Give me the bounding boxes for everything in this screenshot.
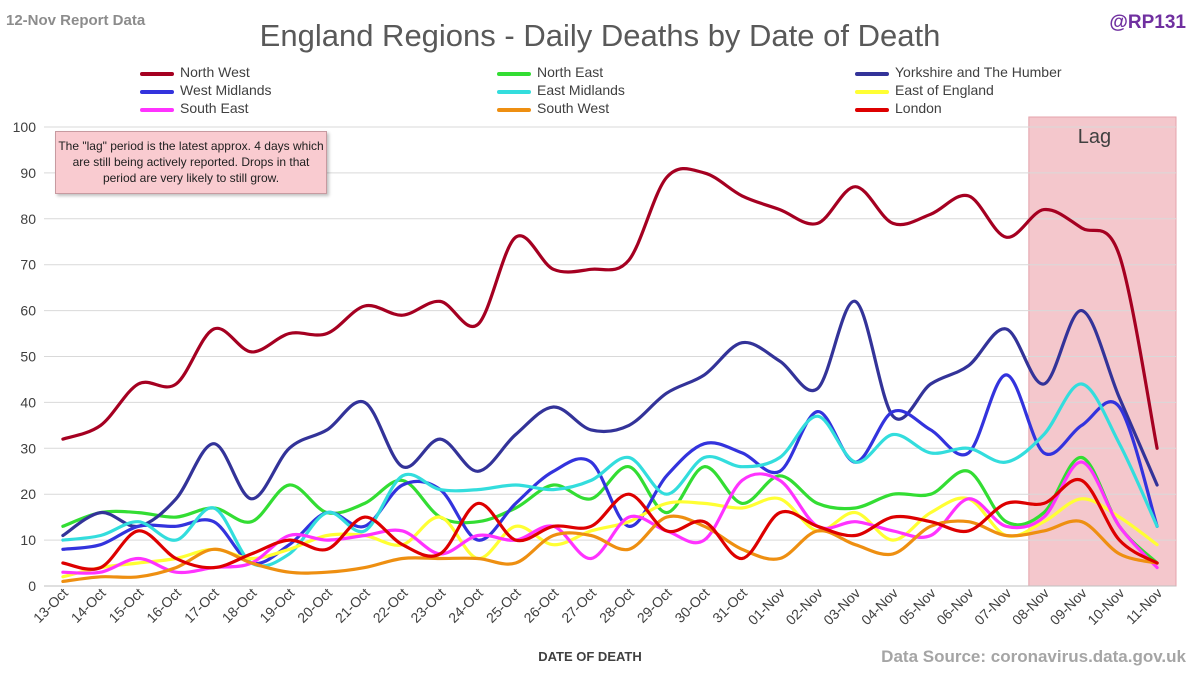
series-line-north-west — [61, 167, 1159, 450]
legend-label: West Midlands — [180, 82, 272, 98]
series-line-north-east — [61, 455, 1159, 565]
x-tick-label: 31-Oct — [709, 585, 750, 626]
y-tick-label: 10 — [20, 532, 36, 548]
legend-swatch — [140, 72, 174, 76]
x-tick-label: 02-Nov — [782, 585, 825, 628]
x-tick-label: 23-Oct — [407, 585, 448, 626]
x-tick-label: 27-Oct — [558, 585, 599, 626]
y-tick-label: 40 — [20, 394, 36, 410]
series-line-south-west — [61, 514, 1159, 583]
legend-swatch — [855, 90, 889, 94]
legend-label: Yorkshire and The Humber — [895, 64, 1062, 80]
legend-swatch — [855, 72, 889, 76]
y-tick-label: 70 — [20, 257, 36, 273]
x-tick-label: 22-Oct — [370, 585, 411, 626]
x-tick-label: 10-Nov — [1084, 585, 1127, 628]
x-tick-label: 18-Oct — [219, 585, 260, 626]
x-tick-label: 30-Oct — [671, 585, 712, 626]
x-tick-label: 24-Oct — [445, 585, 486, 626]
x-tick-label: 17-Oct — [181, 585, 222, 626]
x-tick-label: 26-Oct — [520, 585, 561, 626]
x-tick-label: 09-Nov — [1047, 585, 1090, 628]
legend-swatch — [497, 90, 531, 94]
report-date-label: 12-Nov Report Data — [6, 12, 146, 29]
y-tick-label: 50 — [20, 349, 36, 365]
chart-title: England Regions - Daily Deaths by Date o… — [259, 18, 941, 53]
x-tick-label: 29-Oct — [634, 585, 675, 626]
y-tick-label: 100 — [13, 119, 37, 135]
x-tick-label: 25-Oct — [483, 585, 524, 626]
legend-swatch — [140, 90, 174, 94]
x-tick-label: 19-Oct — [256, 585, 297, 626]
x-tick-label: 11-Nov — [1123, 585, 1165, 627]
x-tick-label: 28-Oct — [596, 585, 637, 626]
y-tick-label: 60 — [20, 303, 36, 319]
y-tick-label: 0 — [28, 578, 36, 594]
y-tick-label: 20 — [20, 486, 36, 502]
y-tick-label: 30 — [20, 440, 36, 456]
legend-label: London — [895, 100, 942, 116]
series-line-london — [61, 477, 1159, 571]
x-axis-title: DATE OF DEATH — [538, 649, 642, 664]
series-line-yorkshire-and-the-humber — [61, 299, 1159, 538]
x-tick-label: 16-Oct — [143, 585, 184, 626]
legend-label: North East — [537, 64, 604, 80]
lag-label: Lag — [1078, 126, 1111, 148]
legend-label: North West — [180, 64, 250, 80]
legend-label: South East — [180, 100, 249, 116]
y-tick-label: 80 — [20, 211, 36, 227]
lag-note: The "lag" period is the latest approx. 4… — [55, 131, 327, 194]
x-tick-label: 07-Nov — [971, 585, 1014, 628]
x-tick-label: 14-Oct — [68, 585, 109, 626]
x-tick-label: 13-Oct — [30, 585, 71, 626]
legend-swatch — [140, 108, 174, 112]
legend-swatch — [855, 108, 889, 112]
legend-swatch — [497, 108, 531, 112]
x-tick-label: 08-Nov — [1009, 585, 1052, 628]
x-tick-label: 04-Nov — [858, 585, 901, 628]
x-tick-label: 15-Oct — [105, 585, 146, 626]
legend-label: East of England — [895, 82, 994, 98]
x-tick-label: 01-Nov — [745, 585, 788, 628]
legend-label: East Midlands — [537, 82, 625, 98]
legend-label: South West — [537, 100, 610, 116]
x-tick-label: 03-Nov — [820, 585, 863, 628]
x-tick-label: 06-Nov — [933, 585, 976, 628]
data-source: Data Source: coronavirus.data.gov.uk — [881, 647, 1186, 666]
series-line-west-midlands — [61, 373, 1159, 566]
x-tick-label: 05-Nov — [896, 585, 939, 628]
y-tick-label: 90 — [20, 165, 36, 181]
x-tick-label: 20-Oct — [294, 585, 335, 626]
x-tick-label: 21-Oct — [332, 585, 373, 626]
legend-swatch — [497, 72, 531, 76]
author-handle: @RP131 — [1109, 12, 1186, 33]
